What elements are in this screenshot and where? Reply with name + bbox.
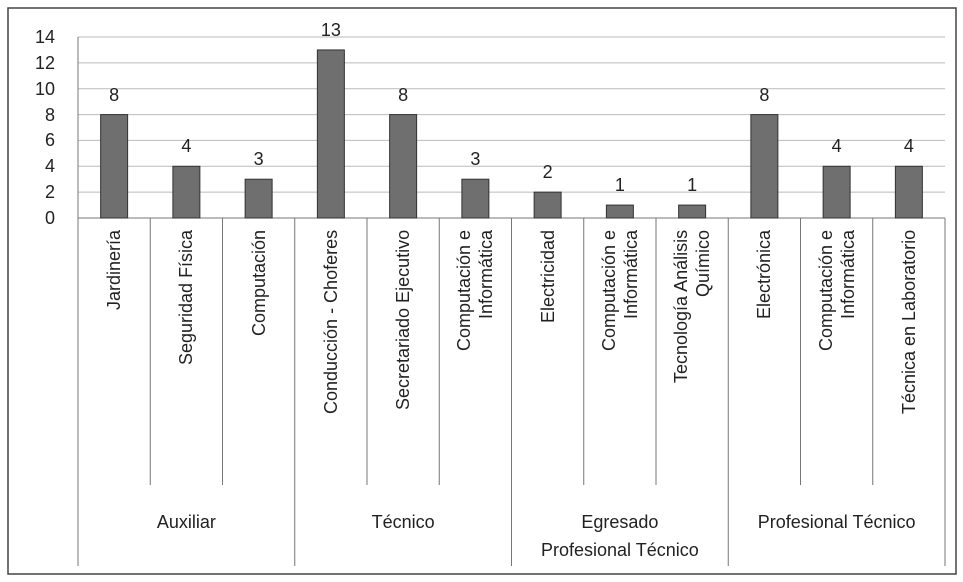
bar	[605, 204, 634, 219]
group-label: Auxiliar	[156, 512, 216, 532]
bar	[750, 114, 779, 219]
value-label: 2	[542, 162, 553, 183]
x-tick-label: Técnica en Laboratorio	[898, 230, 919, 415]
value-label: 1	[614, 175, 625, 196]
x-tick-label: Computación	[248, 230, 269, 337]
y-tick-label: 6	[44, 130, 55, 151]
group-label: Egresado Profesional Técnico	[540, 512, 699, 560]
y-tick-label: 12	[34, 52, 55, 73]
value-label: 1	[687, 175, 698, 196]
bar	[822, 165, 851, 219]
value-label: 8	[109, 84, 120, 105]
bar	[894, 165, 923, 219]
y-tick-label: 14	[34, 27, 55, 47]
bar	[100, 114, 129, 219]
value-label: 4	[181, 136, 192, 157]
value-label: 3	[470, 149, 481, 170]
value-label: 3	[253, 149, 264, 170]
value-label: 13	[320, 19, 341, 40]
x-tick-label: Conducción - Choferes	[320, 230, 341, 415]
x-tick-label: Electrónica	[754, 230, 775, 320]
chart-border	[7, 7, 957, 575]
bar	[461, 178, 490, 219]
x-tick-label: Computación e Informática	[454, 230, 497, 352]
y-tick-label: 10	[34, 78, 55, 99]
value-label: 8	[759, 84, 770, 105]
x-tick-label: Secretariado Ejecutivo	[393, 230, 414, 411]
group-label: Técnico	[371, 512, 435, 532]
value-label: 4	[903, 136, 914, 157]
bar	[316, 49, 345, 219]
y-tick-label: 8	[44, 104, 55, 125]
x-tick-label: Computación e Informática	[815, 230, 858, 352]
y-tick-label: 0	[44, 208, 55, 228]
y-tick-label: 4	[44, 156, 55, 177]
x-tick-label: Tecnología Análisis Químico	[671, 230, 714, 384]
bar	[678, 204, 707, 219]
bar	[389, 114, 418, 219]
bar	[533, 191, 562, 219]
x-tick-label: Jardinería	[104, 230, 125, 311]
x-tick-label: Electricidad	[537, 230, 558, 324]
y-tick-label: 2	[44, 182, 55, 203]
group-label: Profesional Técnico	[757, 512, 916, 532]
x-tick-label: Computación e Informática	[598, 230, 641, 352]
x-tick-label: Seguridad Física	[176, 230, 197, 366]
value-label: 4	[831, 136, 842, 157]
bar	[244, 178, 273, 219]
bar	[172, 165, 201, 219]
value-label: 8	[398, 84, 409, 105]
